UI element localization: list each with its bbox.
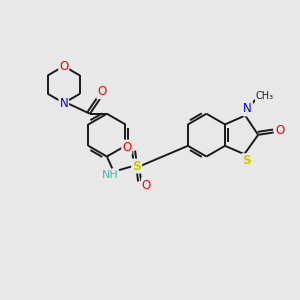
Text: O: O (59, 60, 68, 73)
Text: O: O (97, 85, 106, 98)
Text: O: O (122, 140, 131, 154)
Text: N: N (59, 97, 68, 110)
Text: CH₃: CH₃ (256, 91, 274, 101)
Text: NH: NH (101, 170, 118, 180)
Text: S: S (132, 160, 141, 172)
Text: O: O (275, 124, 285, 137)
Text: S: S (242, 154, 251, 167)
Text: N: N (243, 103, 252, 116)
Text: O: O (142, 178, 151, 192)
